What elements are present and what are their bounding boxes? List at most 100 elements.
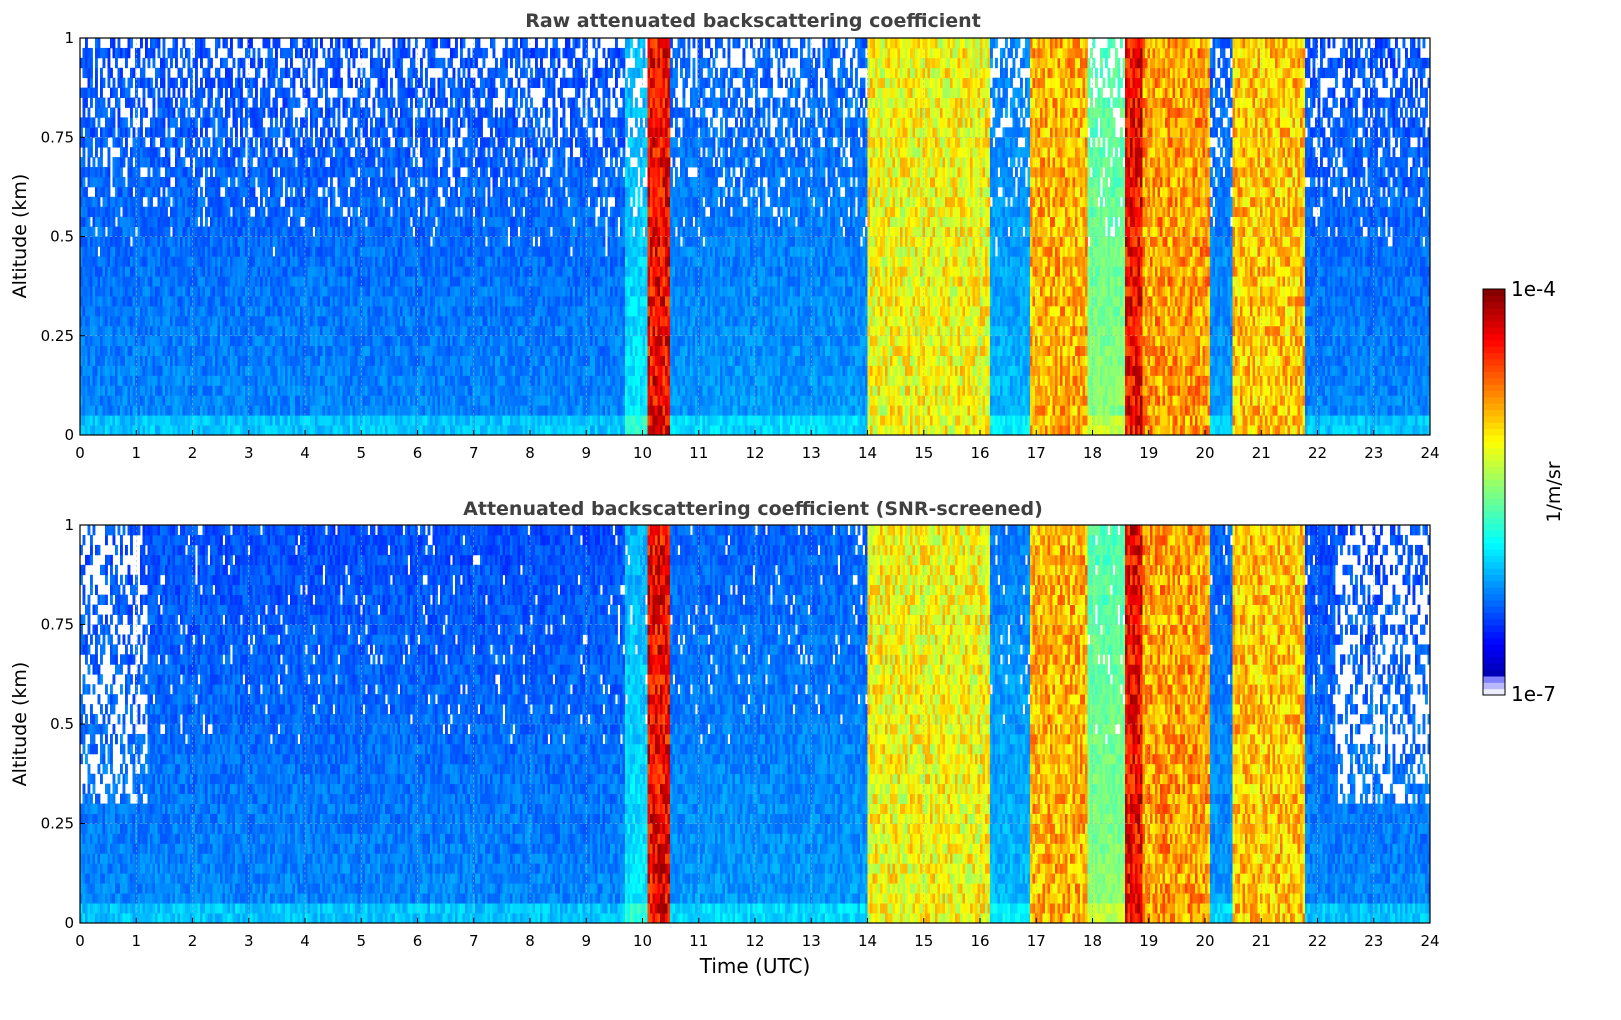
heatmap-cell bbox=[130, 98, 133, 108]
heatmap-cell bbox=[130, 157, 133, 167]
heatmap-cell bbox=[208, 306, 211, 316]
heatmap-cell bbox=[193, 217, 196, 227]
heatmap-cell bbox=[143, 246, 146, 256]
heatmap-cell bbox=[315, 296, 318, 306]
heatmap-cell bbox=[308, 38, 311, 48]
heatmap-cell bbox=[140, 78, 143, 88]
heatmap-cell bbox=[215, 266, 218, 276]
heatmap-cell bbox=[210, 395, 213, 405]
heatmap-cell bbox=[180, 167, 183, 177]
heatmap-cell bbox=[305, 48, 308, 58]
heatmap-cell bbox=[213, 356, 216, 366]
heatmap-cell bbox=[283, 385, 286, 395]
heatmap-cell bbox=[183, 207, 186, 217]
heatmap-cell bbox=[93, 405, 96, 415]
heatmap-cell bbox=[140, 217, 143, 227]
heatmap-cell bbox=[268, 375, 271, 385]
heatmap-cell bbox=[195, 197, 198, 207]
heatmap-cell bbox=[105, 266, 108, 276]
heatmap-cell bbox=[295, 207, 298, 217]
heatmap-cell bbox=[273, 107, 276, 117]
heatmap-cell bbox=[225, 147, 228, 157]
heatmap-cell bbox=[205, 167, 208, 177]
heatmap-cell bbox=[263, 276, 266, 286]
heatmap-cell bbox=[210, 177, 213, 187]
heatmap-cell bbox=[250, 276, 253, 286]
heatmap-cell bbox=[280, 425, 283, 435]
heatmap-cell bbox=[293, 68, 296, 78]
heatmap-cell bbox=[178, 356, 181, 366]
heatmap-cell bbox=[113, 167, 116, 177]
heatmap-cell bbox=[123, 217, 126, 227]
heatmap-cell bbox=[305, 177, 308, 187]
heatmap-cell bbox=[163, 107, 166, 117]
heatmap-cell bbox=[260, 395, 263, 405]
heatmap-cell bbox=[85, 395, 88, 405]
heatmap-cell bbox=[220, 266, 223, 276]
heatmap-cell bbox=[148, 395, 151, 405]
heatmap-cell bbox=[243, 68, 246, 78]
heatmap-cell bbox=[128, 356, 131, 366]
heatmap-cell bbox=[308, 98, 311, 108]
heatmap-cell bbox=[203, 48, 206, 58]
heatmap-cell bbox=[220, 58, 223, 68]
heatmap-cell bbox=[293, 137, 296, 147]
heatmap-cell bbox=[215, 137, 218, 147]
heatmap-cell bbox=[105, 415, 108, 425]
heatmap-cell bbox=[93, 217, 96, 227]
heatmap-cell bbox=[83, 48, 86, 58]
heatmap-cell bbox=[103, 306, 106, 316]
heatmap-cell bbox=[198, 356, 201, 366]
heatmap-cell bbox=[105, 207, 108, 217]
heatmap-cell bbox=[193, 276, 196, 286]
heatmap-cell bbox=[258, 346, 261, 356]
heatmap-cell bbox=[213, 78, 216, 88]
heatmap-cell bbox=[175, 346, 178, 356]
heatmap-cell bbox=[195, 78, 198, 88]
heatmap-cell bbox=[143, 58, 146, 68]
heatmap-cell bbox=[290, 217, 293, 227]
heatmap-cell bbox=[120, 276, 123, 286]
heatmap-cell bbox=[220, 246, 223, 256]
heatmap-cell bbox=[253, 326, 256, 336]
heatmap-cell bbox=[215, 336, 218, 346]
heatmap-cell bbox=[155, 415, 158, 425]
heatmap-cell bbox=[258, 356, 261, 366]
heatmap-cell bbox=[230, 237, 233, 247]
heatmap-cell bbox=[263, 405, 266, 415]
heatmap-cell bbox=[198, 405, 201, 415]
heatmap-cell bbox=[105, 336, 108, 346]
heatmap-cell bbox=[103, 197, 106, 207]
heatmap-cell bbox=[200, 385, 203, 395]
heatmap-cell bbox=[285, 98, 288, 108]
heatmap-cell bbox=[318, 107, 321, 117]
heatmap-cell bbox=[163, 306, 166, 316]
heatmap-cell bbox=[90, 137, 93, 147]
heatmap-cell bbox=[265, 88, 268, 98]
heatmap-cell bbox=[125, 266, 128, 276]
heatmap-cell bbox=[305, 266, 308, 276]
heatmap-cell bbox=[230, 227, 233, 237]
heatmap-cell bbox=[205, 346, 208, 356]
heatmap-cell bbox=[210, 425, 213, 435]
heatmap-cell bbox=[218, 127, 221, 137]
heatmap-cell bbox=[138, 167, 141, 177]
heatmap-cell bbox=[273, 256, 276, 266]
heatmap-cell bbox=[228, 207, 231, 217]
heatmap-cell bbox=[218, 375, 221, 385]
heatmap-cell bbox=[208, 137, 211, 147]
heatmap-cell bbox=[280, 217, 283, 227]
heatmap-cell bbox=[223, 217, 226, 227]
heatmap-cell bbox=[213, 246, 216, 256]
heatmap-cell bbox=[183, 266, 186, 276]
heatmap-cell bbox=[305, 415, 308, 425]
heatmap-cell bbox=[120, 316, 123, 326]
heatmap-cell bbox=[160, 326, 163, 336]
heatmap-cell bbox=[188, 395, 191, 405]
heatmap-cell bbox=[98, 366, 101, 376]
heatmap-cell bbox=[298, 177, 301, 187]
heatmap-cell bbox=[105, 187, 108, 197]
heatmap-cell bbox=[243, 246, 246, 256]
heatmap-cell bbox=[175, 207, 178, 217]
heatmap-cell bbox=[90, 78, 93, 88]
